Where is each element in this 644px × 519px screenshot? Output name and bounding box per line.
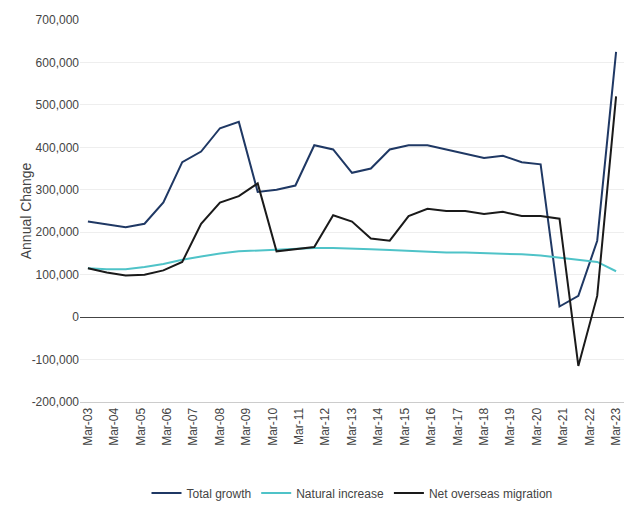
svg-text:Mar-18: Mar-18 xyxy=(477,407,491,445)
svg-text:300,000: 300,000 xyxy=(36,183,80,197)
svg-text:600,000: 600,000 xyxy=(36,56,80,70)
svg-text:Mar-17: Mar-17 xyxy=(451,407,465,445)
svg-text:Natural increase: Natural increase xyxy=(296,487,384,501)
svg-text:Mar-21: Mar-21 xyxy=(556,407,570,445)
svg-text:Mar-04: Mar-04 xyxy=(107,407,121,445)
svg-text:Mar-15: Mar-15 xyxy=(398,407,412,445)
svg-text:400,000: 400,000 xyxy=(36,141,80,155)
svg-text:Mar-05: Mar-05 xyxy=(134,407,148,445)
svg-text:Mar-20: Mar-20 xyxy=(530,407,544,445)
svg-text:Mar-23: Mar-23 xyxy=(609,407,623,445)
svg-text:Mar-10: Mar-10 xyxy=(266,407,280,445)
svg-text:Net overseas migration: Net overseas migration xyxy=(429,487,552,501)
svg-text:Mar-09: Mar-09 xyxy=(239,407,253,445)
svg-text:-100,000: -100,000 xyxy=(32,353,80,367)
svg-text:500,000: 500,000 xyxy=(36,98,80,112)
svg-text:Mar-14: Mar-14 xyxy=(371,407,385,445)
svg-text:Total growth: Total growth xyxy=(187,487,252,501)
svg-text:700,000: 700,000 xyxy=(36,13,80,27)
svg-text:Mar-06: Mar-06 xyxy=(160,407,174,445)
svg-text:Annual Change: Annual Change xyxy=(18,163,34,260)
svg-text:Mar-12: Mar-12 xyxy=(318,407,332,445)
svg-text:-200,000: -200,000 xyxy=(32,395,80,409)
svg-text:Mar-16: Mar-16 xyxy=(424,407,438,445)
svg-text:Mar-07: Mar-07 xyxy=(186,407,200,445)
svg-text:Mar-13: Mar-13 xyxy=(345,407,359,445)
svg-text:Mar-22: Mar-22 xyxy=(583,407,597,445)
svg-text:Mar-19: Mar-19 xyxy=(503,407,517,445)
svg-text:Mar-08: Mar-08 xyxy=(213,407,227,445)
svg-text:Mar-03: Mar-03 xyxy=(81,407,95,445)
svg-text:Mar-11: Mar-11 xyxy=(292,407,306,444)
svg-text:0: 0 xyxy=(72,310,79,324)
svg-text:100,000: 100,000 xyxy=(36,268,80,282)
svg-text:200,000: 200,000 xyxy=(36,225,80,239)
